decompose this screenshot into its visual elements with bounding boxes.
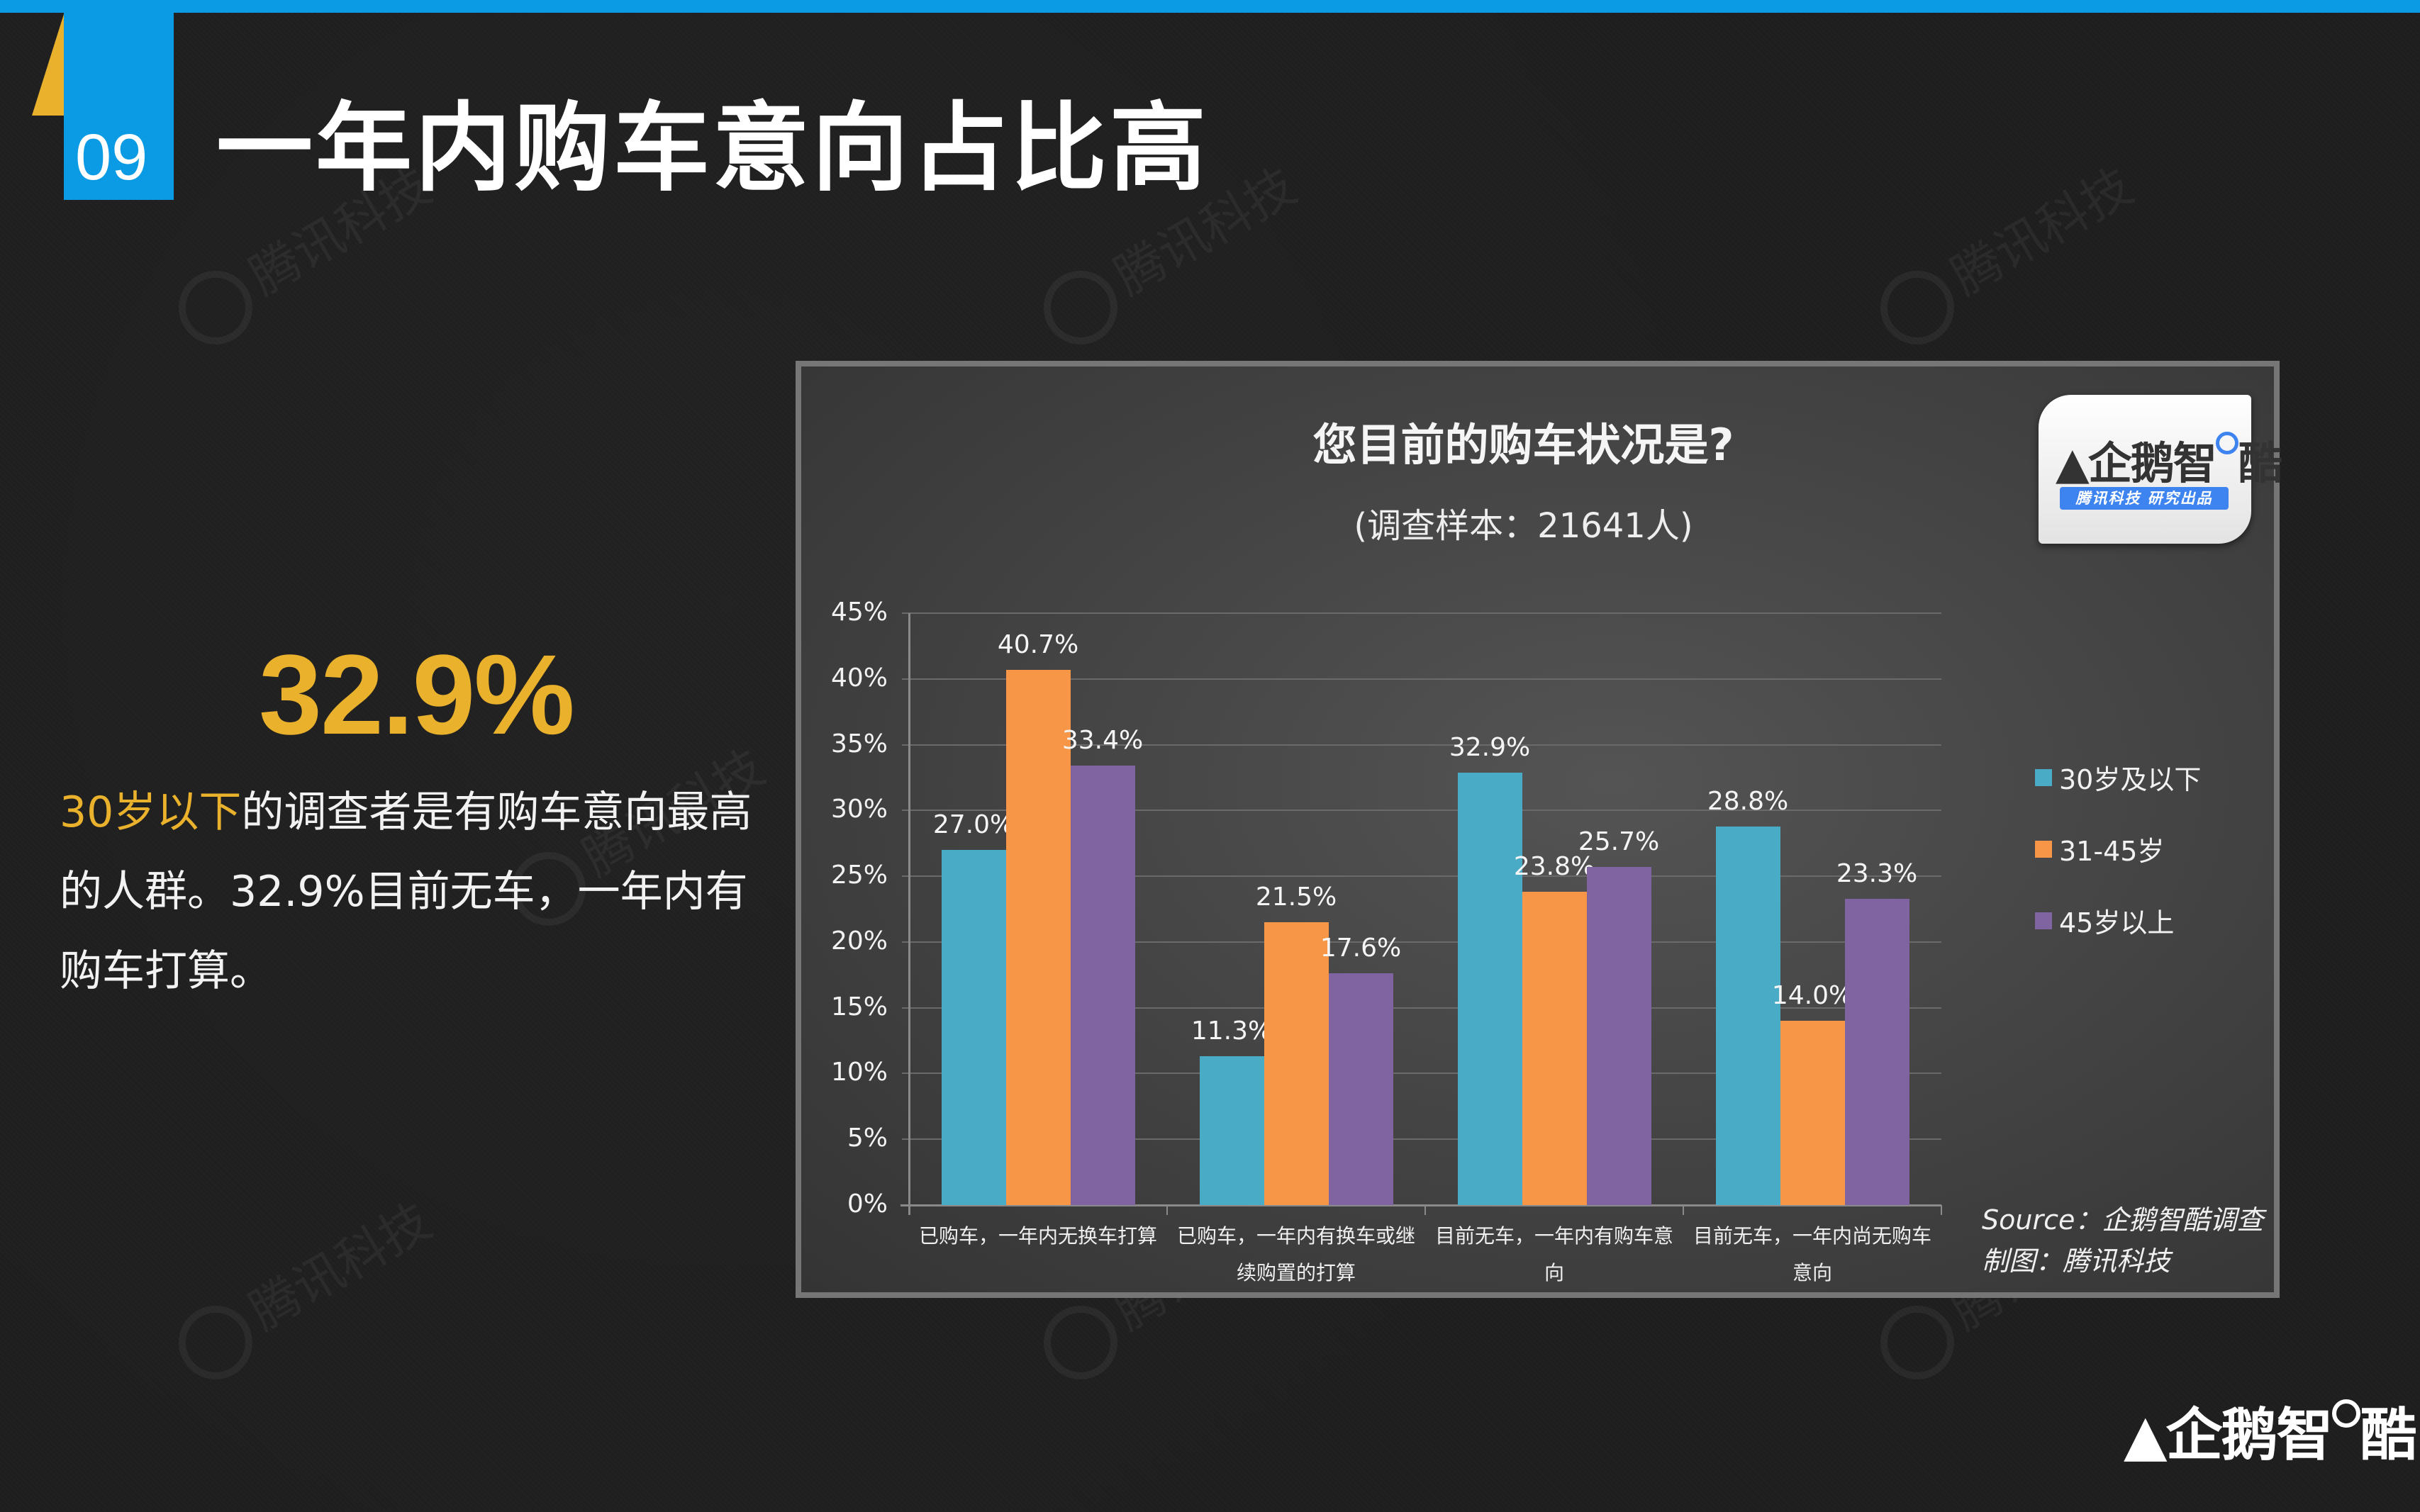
source-line: Source：企鹅智酷调查: [1982, 1204, 2264, 1236]
ring-icon: [2215, 432, 2238, 454]
bar-value-label: 33.4%: [1061, 726, 1144, 756]
gridline: [902, 1138, 1941, 1141]
category-label-line: 向: [1544, 1261, 1564, 1284]
bar-value-label: 27.0%: [932, 810, 1015, 839]
bar-value-label: 32.9%: [1449, 732, 1531, 762]
y-axis-tick-label: 45%: [830, 598, 888, 627]
legend-item: 31-45岁: [2035, 829, 2201, 901]
x-axis-tickmark: [1166, 1205, 1168, 1215]
y-axis-tick-label: 15%: [830, 992, 888, 1021]
legend-label: 45岁以上: [2059, 907, 2175, 939]
section-number-tab: 09: [64, 0, 174, 200]
bar-2-4: [1780, 1021, 1845, 1205]
chart-brand-logo: ▲企鹅智酷 腾讯科技 研究出品: [2039, 395, 2282, 544]
logo-tagline: 腾讯科技 研究出品: [2060, 487, 2229, 510]
section-number: 09: [75, 121, 148, 194]
highlight-description: 30岁以下的调查者是有购车意向最高的人群。32.9%目前无车，一年内有购车打算。: [60, 773, 762, 1011]
bar-3-3: [1586, 867, 1651, 1205]
bar-value-label: 17.6%: [1320, 934, 1402, 963]
category-label-line: [909, 1255, 1167, 1292]
chart-title: 您目前的购车状况是?: [1312, 419, 1734, 471]
top-accent-bar: [0, 0, 2420, 13]
bar-value-label: 23.3%: [1836, 858, 1918, 888]
bar-value-label: 25.7%: [1578, 827, 1660, 857]
gridline: [902, 612, 1941, 614]
bar-1-4: [1715, 826, 1780, 1205]
bar-3-4: [1844, 898, 1909, 1205]
x-axis-category-label: 目前无车，一年内尚无购车 意向: [1683, 1218, 1941, 1292]
bar-value-label: 28.8%: [1707, 786, 1789, 816]
ring-icon: [2331, 1399, 2360, 1428]
page-title: 一年内购车意向占比高: [216, 93, 1209, 205]
bar-2-3: [1522, 892, 1587, 1205]
x-axis-tickmark: [1941, 1205, 1942, 1215]
y-axis-tick-label: 30%: [830, 795, 888, 824]
legend-item: 45岁以上: [2035, 901, 2201, 973]
x-axis-line: [900, 1204, 1941, 1206]
gridline: [902, 744, 1941, 746]
x-axis-tickmark: [1683, 1205, 1684, 1215]
y-axis-tick-label: 10%: [830, 1058, 888, 1087]
y-axis-line: [908, 613, 910, 1215]
bar-value-label: 11.3%: [1191, 1017, 1273, 1046]
gridline: [902, 810, 1941, 812]
penguin-icon: ▲: [2124, 1402, 2168, 1468]
category-label-line: 已购车，一年内无换车打算: [918, 1224, 1157, 1248]
bar-value-label: 40.7%: [997, 629, 1079, 659]
gridline: [902, 941, 1941, 943]
bar-2-2: [1264, 922, 1329, 1205]
penguin-icon: ▲: [2056, 437, 2090, 489]
highlight-stat: 32.9%: [259, 631, 575, 758]
bar-1-3: [1457, 772, 1522, 1205]
legend-item: 30岁及以下: [2035, 758, 2201, 829]
category-label-line: 目前无车，一年内有购车意: [1434, 1224, 1673, 1248]
yellow-accent-triangle: [32, 14, 64, 116]
y-axis-tick-label: 40%: [830, 663, 888, 693]
category-label-line: 已购车，一年内有换车或继: [1176, 1224, 1415, 1248]
x-axis-tickmark: [908, 1205, 910, 1215]
category-label-line: 续购置的打算: [1236, 1261, 1356, 1284]
gridline: [902, 1073, 1941, 1075]
bar-value-label: 14.0%: [1771, 981, 1853, 1011]
description-text: 的调查者是有购车意向最高的人群。32.9%目前无车，一年内有购车打算。: [60, 788, 752, 996]
legend-swatch-icon: [2035, 768, 2052, 786]
y-axis-tick-label: 5%: [847, 1124, 888, 1153]
gridline: [902, 678, 1941, 680]
x-axis-category-label: 目前无车，一年内有购车意向: [1425, 1218, 1683, 1292]
legend-swatch-icon: [2035, 912, 2052, 929]
bar-1-1: [941, 850, 1006, 1205]
chart-source: Source：企鹅智酷调查 制图：腾讯科技: [1982, 1199, 2263, 1282]
bar-3-1: [1070, 766, 1135, 1205]
y-axis-tick-label: 25%: [830, 861, 888, 890]
y-axis-tick-label: 20%: [830, 926, 888, 956]
category-label-line: 目前无车，一年内尚无购车: [1693, 1224, 1931, 1248]
bar-value-label: 23.8%: [1513, 852, 1595, 882]
x-axis-category-label: 已购车，一年内无换车打算: [909, 1218, 1167, 1292]
legend-label: 30岁及以下: [2059, 764, 2202, 795]
logo-wordmark: ▲企鹅智酷: [2056, 427, 2282, 491]
x-axis-category-label: 已购车，一年内有换车或继 续购置的打算: [1167, 1218, 1425, 1292]
gridline: [902, 1007, 1941, 1009]
chart-panel: 您目前的购车状况是? (调查样本：21641人) ▲企鹅智酷 腾讯科技 研究出品…: [796, 361, 2282, 1298]
chart-legend: 30岁及以下 31-45岁 45岁以上: [2035, 758, 2201, 973]
y-axis-tick-label: 0%: [847, 1189, 888, 1219]
description-highlight: 30岁以下: [60, 788, 242, 837]
chart-subtitle: (调查样本：21641人): [1354, 506, 1693, 546]
bar-3-2: [1328, 973, 1393, 1205]
category-label-line: 意向: [1792, 1261, 1832, 1284]
credit-line: 制图：腾讯科技: [1982, 1245, 2171, 1277]
bar-1-2: [1199, 1056, 1264, 1205]
bar-2-1: [1005, 669, 1071, 1205]
gridline: [902, 875, 1941, 878]
legend-swatch-icon: [2035, 840, 2052, 858]
footer-brand-logo: ▲企鹅智酷: [2124, 1389, 2417, 1472]
x-axis-tickmark: [1424, 1205, 1426, 1215]
y-axis-tick-label: 35%: [830, 729, 888, 758]
bar-value-label: 21.5%: [1255, 883, 1337, 912]
legend-label: 31-45岁: [2059, 836, 2165, 867]
